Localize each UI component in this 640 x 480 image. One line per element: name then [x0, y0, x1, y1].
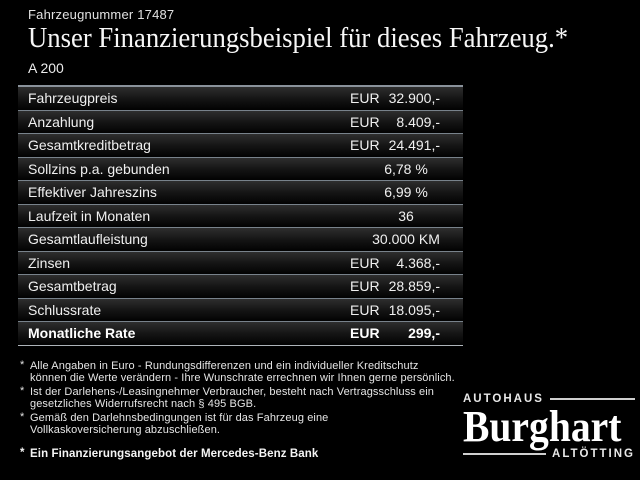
dealer-logo: AUTOHAUS Burghart ALTÖTTING	[463, 393, 635, 460]
row-currency: EUR	[350, 325, 380, 342]
table-row-sollzins: Sollzins p.a. gebunden 6,78 %	[18, 157, 463, 181]
footnote-mercedes-benz-bank: * Ein Finanzierungsangebot der Mercedes-…	[20, 447, 470, 461]
table-row-gesamtlaufleistung: Gesamtlaufleistung 30.000 KM	[18, 228, 463, 252]
footnote-line: gesetzliches Widerrufsrecht nach § 495 B…	[30, 398, 257, 411]
table-row-schlussrate: Schlussrate EUR 18.095,-	[18, 298, 463, 322]
table-row-anzahlung: Anzahlung EUR 8.409,-	[18, 110, 463, 134]
row-currency: EUR	[350, 137, 380, 154]
row-label: Zinsen	[28, 254, 71, 271]
row-label: Sollzins p.a. gebunden	[28, 160, 170, 177]
logo-rule-top	[549, 398, 635, 400]
row-label: Monatliche Rate	[28, 325, 136, 342]
table-row-fahrzeugpreis: Fahrzeugpreis EUR 32.900,-	[18, 87, 463, 111]
table-row-monatliche-rate: Monatliche Rate EUR 299,-	[18, 322, 463, 346]
footnote-line: Vollkaskoversicherung abzuschließen.	[30, 424, 221, 437]
finance-table: Fahrzeugpreis EUR 32.900,- Anzahlung EUR…	[18, 85, 463, 346]
footnote-marker: *	[20, 359, 25, 371]
footnote-line: Alle Angaben in Euro - Rundungsdifferenz…	[30, 360, 419, 372]
row-value: 4.368,-	[396, 254, 440, 271]
dealer-prefix: AUTOHAUS	[463, 393, 544, 405]
row-currency: EUR	[350, 254, 380, 271]
row-label: Effektiver Jahreszins	[28, 184, 157, 201]
footnote-line: Ist der Darlehens-/Leasingnehmer Verbrau…	[30, 385, 435, 398]
row-value: 299,-	[408, 325, 440, 342]
footnote-marker: *	[20, 447, 25, 460]
vehicle-model: A 200	[28, 60, 64, 76]
row-label: Fahrzeugpreis	[28, 90, 118, 107]
footnote-marker: *	[20, 384, 25, 397]
footnote-rounding: * Alle Angaben in Euro - Rundungsdiffere…	[20, 359, 470, 385]
footnote-widerrufsrecht: * Ist der Darlehens-/Leasingnehmer Verbr…	[20, 384, 470, 411]
dealer-name: Burghart	[463, 402, 622, 451]
row-value: 32.900,-	[388, 90, 440, 107]
row-label: Gesamtlaufleistung	[28, 231, 148, 248]
footnotes: * Alle Angaben in Euro - Rundungsdiffere…	[20, 359, 470, 462]
footnote-line: Ein Finanzierungsangebot der Mercedes-Be…	[30, 448, 319, 461]
row-value: 24.491,-	[388, 137, 440, 154]
row-label: Gesamtbetrag	[28, 278, 117, 295]
row-label: Laufzeit in Monaten	[28, 207, 151, 224]
page-title: Unser Finanzierungsbeispiel für dieses F…	[28, 22, 569, 54]
footnote-vollkasko: * Gemäß den Darlehnsbedingungen ist für …	[20, 410, 470, 437]
row-value: 6,78 %	[384, 160, 428, 177]
row-currency: EUR	[350, 301, 380, 318]
row-label: Schlussrate	[28, 301, 102, 318]
row-currency: EUR	[350, 278, 380, 295]
vehicle-number: Fahrzeugnummer 17487	[28, 7, 175, 22]
footnote-marker: *	[20, 410, 25, 423]
footnote-line: können die Werte verändern - Ihre Wunsch…	[30, 372, 455, 385]
row-value: 28.859,-	[388, 278, 440, 295]
table-row-zinsen: Zinsen EUR 4.368,-	[18, 251, 463, 275]
row-value: 6,99 %	[384, 184, 428, 201]
table-row-gesamtkreditbetrag: Gesamtkreditbetrag EUR 24.491,-	[18, 134, 463, 158]
footnote-line: Gemäß den Darlehnsbedingungen ist für da…	[30, 411, 329, 424]
row-label: Anzahlung	[28, 113, 95, 130]
row-label: Gesamtkreditbetrag	[28, 137, 151, 154]
table-row-gesamtbetrag: Gesamtbetrag EUR 28.859,-	[18, 275, 463, 299]
row-currency: EUR	[350, 113, 380, 130]
row-value: 18.095,-	[388, 301, 440, 318]
row-value: 30.000 KM	[372, 231, 440, 248]
dealer-city: ALTÖTTING	[552, 448, 635, 461]
row-currency: EUR	[350, 90, 380, 107]
table-row-laufzeit: Laufzeit in Monaten 36	[18, 204, 463, 228]
row-value: 8.409,-	[396, 113, 440, 130]
dealer-city-row: ALTÖTTING	[463, 448, 635, 460]
table-row-effektiver-jahreszins: Effektiver Jahreszins 6,99 %	[18, 181, 463, 205]
dealer-prefix-row: AUTOHAUS	[463, 393, 635, 405]
logo-rule-bottom	[463, 453, 547, 456]
row-value: 36	[398, 207, 414, 224]
